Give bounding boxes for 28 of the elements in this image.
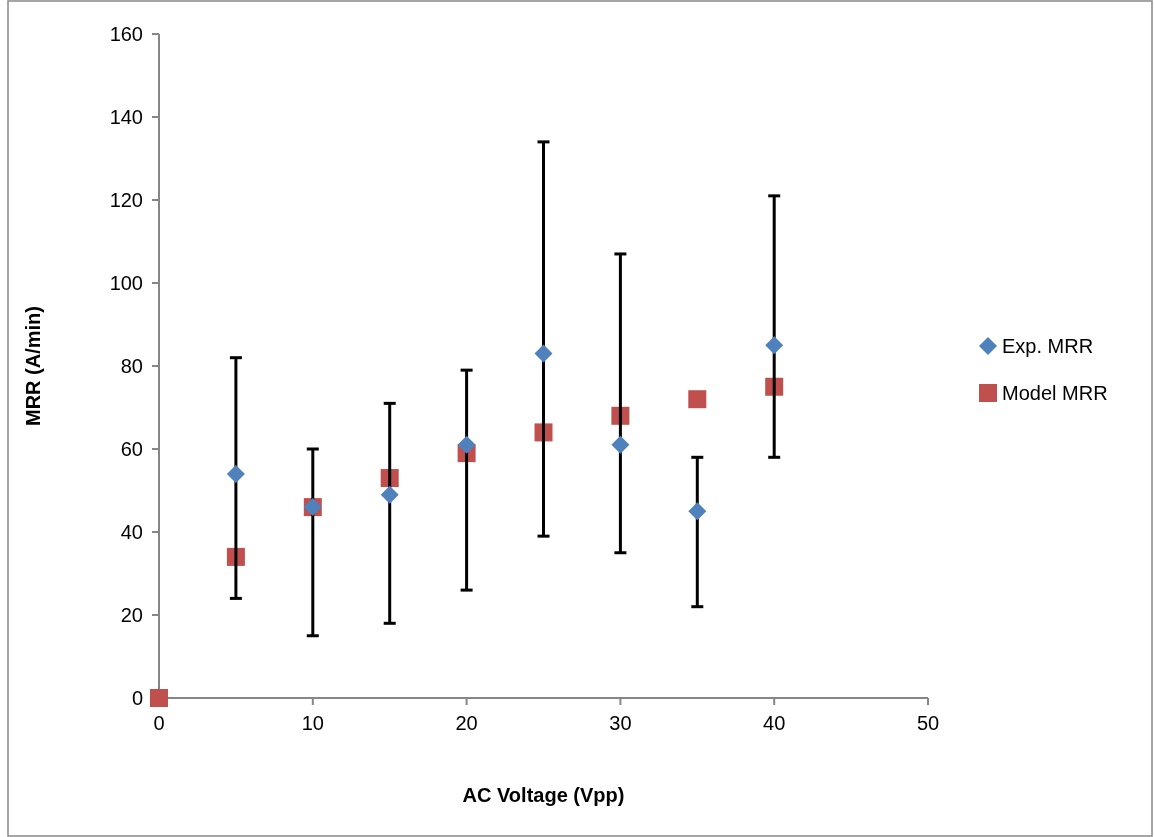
y-tick-label: 80 [120, 355, 143, 377]
point [226, 464, 245, 483]
point [457, 435, 476, 454]
y-tick-label: 0 [131, 687, 143, 709]
x-tick-label: 20 [455, 712, 478, 734]
legend-label: Model MRR [1002, 382, 1108, 404]
point [150, 689, 168, 707]
x-tick-label: 30 [609, 712, 632, 734]
point [688, 502, 707, 521]
y-axis-title: MRR (A/min) [22, 306, 44, 426]
y-tick-label: 100 [109, 272, 143, 294]
y-tick-label: 160 [109, 23, 143, 45]
y-tick-label: 140 [109, 106, 143, 128]
x-tick-label: 10 [301, 712, 324, 734]
x-axis-title: AC Voltage (Vpp) [462, 784, 625, 806]
legend-label: Exp. MRR [1002, 335, 1094, 357]
point [611, 435, 630, 454]
point [765, 336, 784, 355]
y-tick-label: 40 [120, 521, 143, 543]
x-tick-label: 40 [763, 712, 786, 734]
point [688, 390, 707, 409]
point [380, 485, 399, 504]
y-tick-label: 60 [120, 438, 143, 460]
y-tick-label: 120 [109, 189, 143, 211]
x-tick-label: 0 [153, 712, 165, 734]
x-tick-label: 50 [916, 712, 940, 734]
point [534, 344, 553, 363]
y-tick-label: 20 [120, 604, 143, 626]
